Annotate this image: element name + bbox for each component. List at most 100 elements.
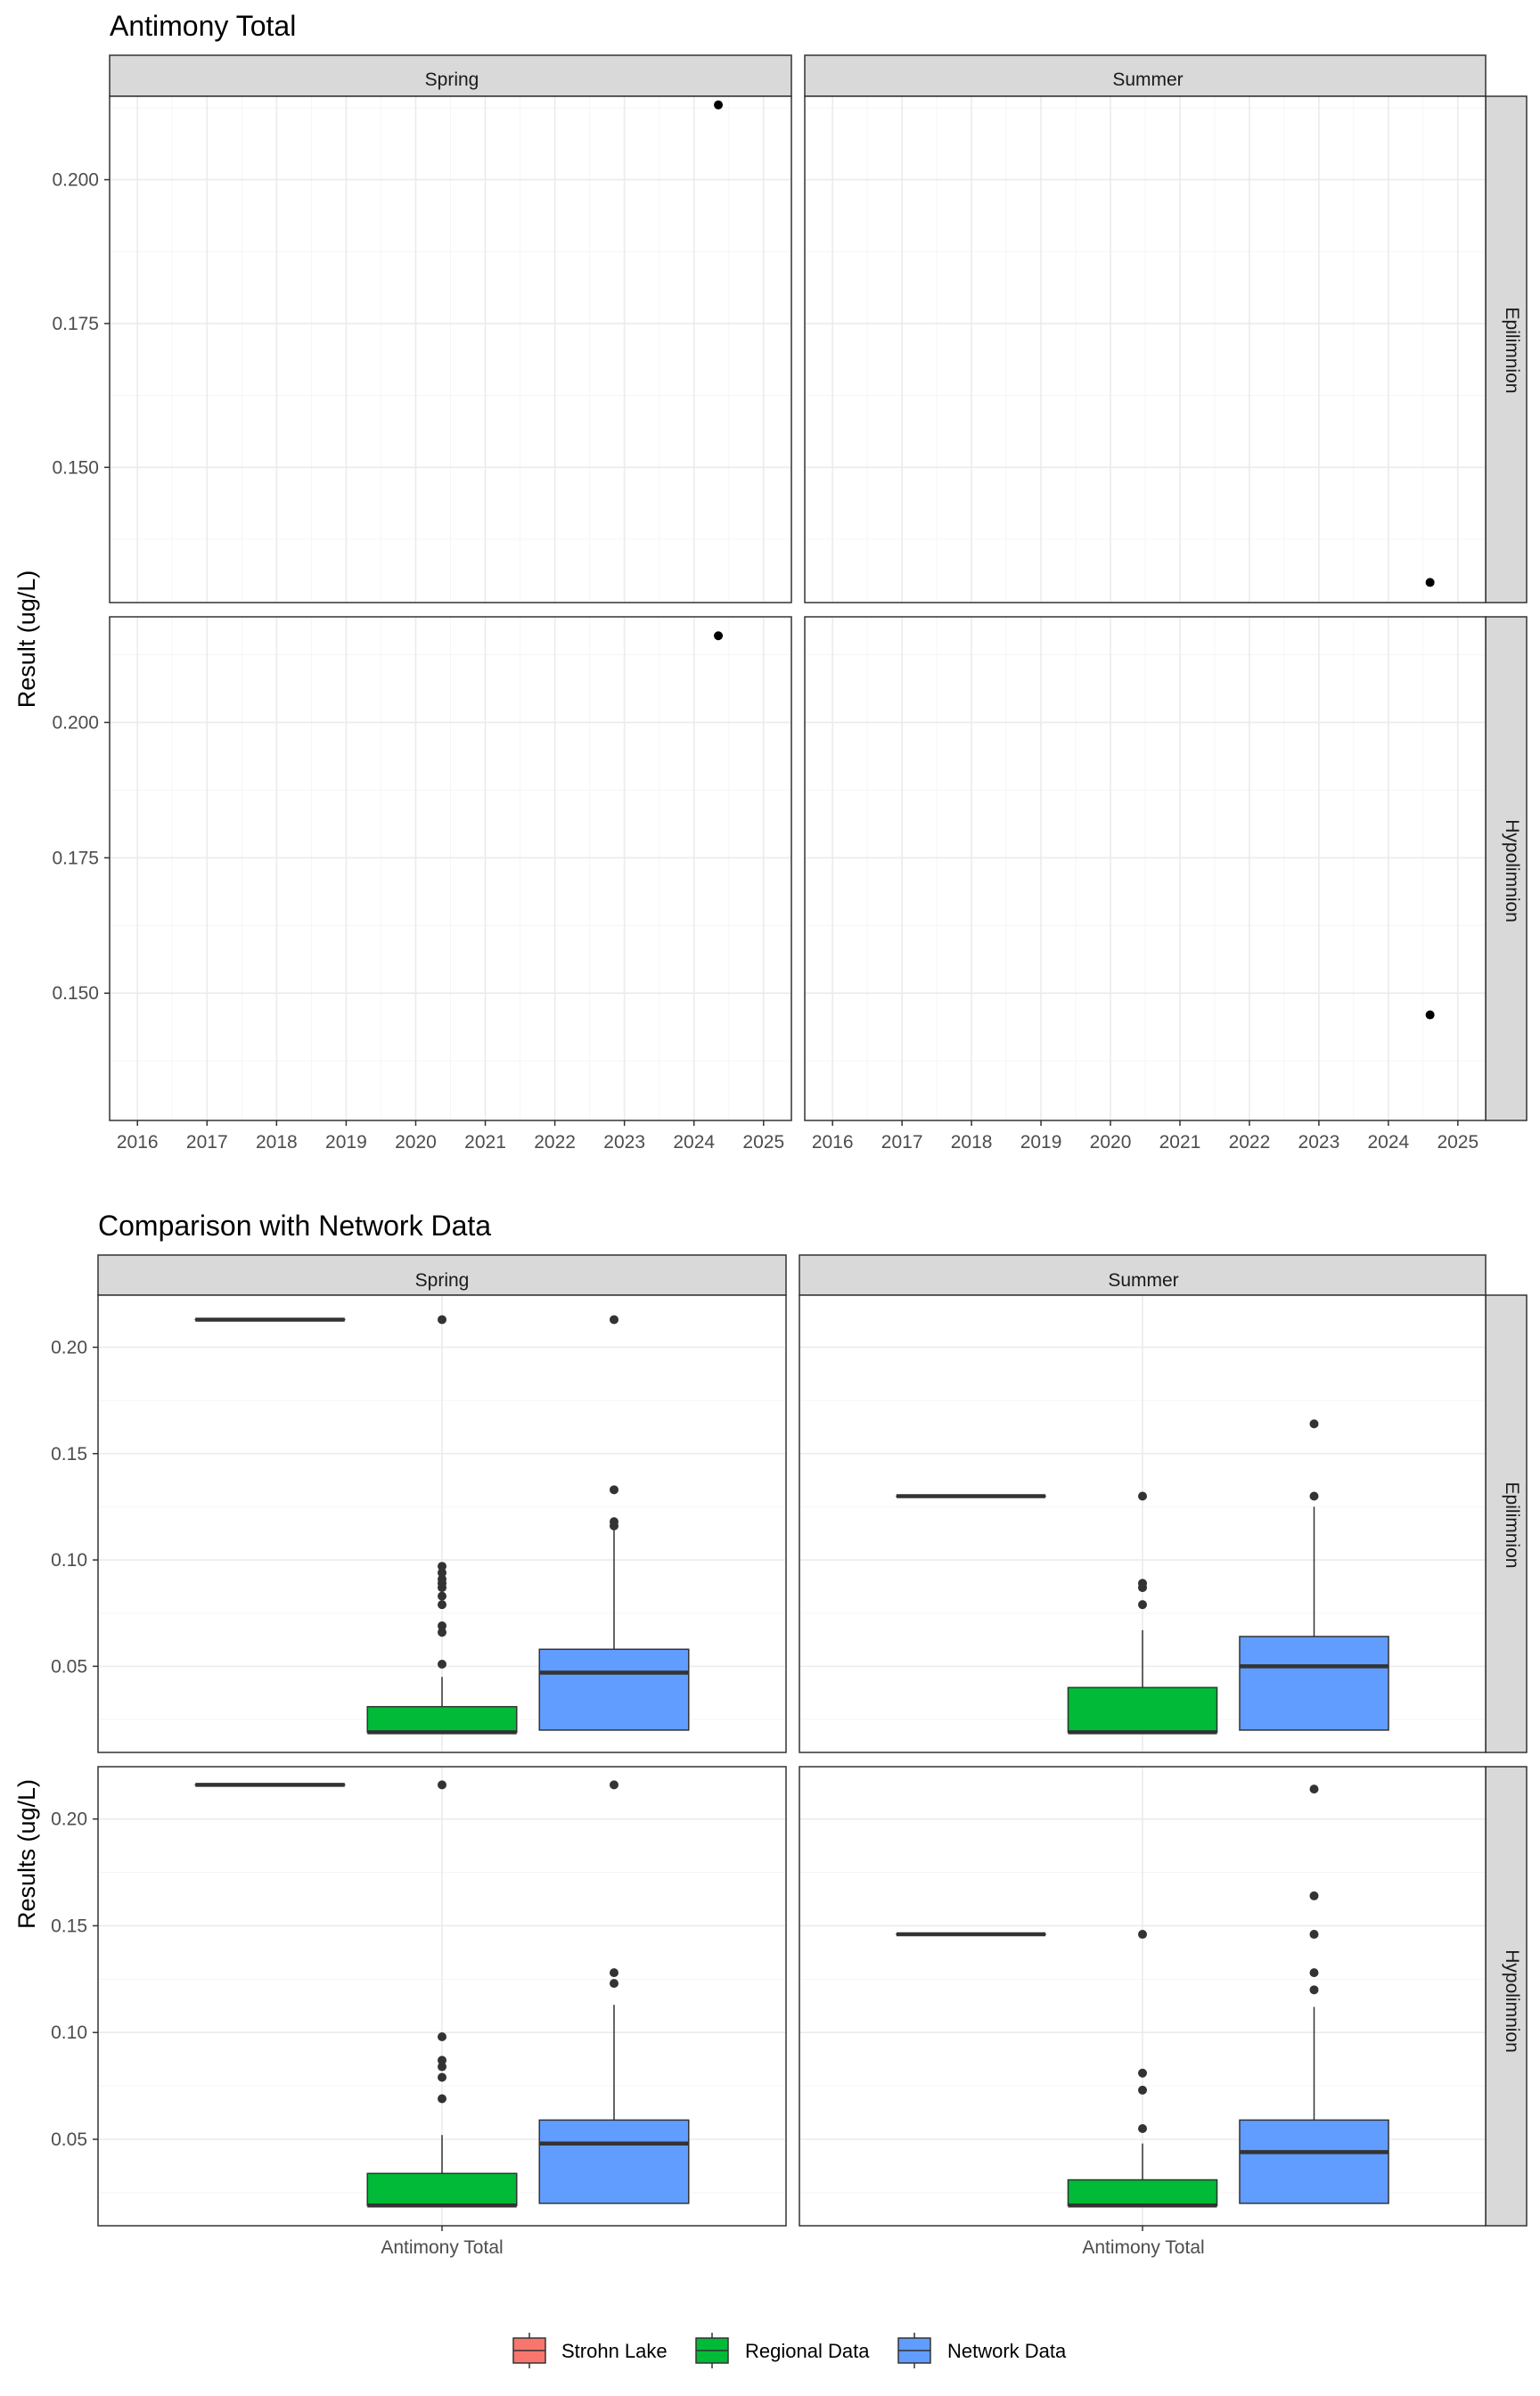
y-tick-label: 0.200 <box>52 712 99 733</box>
data-point <box>1425 578 1435 587</box>
y-tick-label: 0.15 <box>51 1444 87 1465</box>
outlier-point <box>1309 1491 1319 1501</box>
x-tick-label: 2018 <box>951 1132 993 1153</box>
strip-label-summer: Summer <box>1112 70 1183 90</box>
x-tick-label: 2016 <box>117 1132 159 1153</box>
outlier-point <box>438 2032 446 2042</box>
panel-border <box>804 95 1487 603</box>
outlier-point <box>1138 1600 1147 1610</box>
panel: 0.150 0.175 0.200 2016 2017 2018 2019 2020 2021 2… <box>52 616 792 1153</box>
x-tick-label: 2018 <box>256 1132 298 1153</box>
outlier-point <box>1309 1785 1319 1794</box>
y-tick-label: 0.150 <box>52 983 99 1004</box>
outlier-point <box>610 1979 618 1989</box>
box-body <box>1239 2119 1389 2204</box>
strip-label-epilimnion: Epilimnion <box>1502 1482 1522 1569</box>
box-network-data <box>1239 1419 1389 1731</box>
legend-key-regional-data <box>695 2333 729 2368</box>
x-tick-label: 2025 <box>742 1132 784 1153</box>
outlier-point <box>438 1621 446 1631</box>
y-tick-label: 0.10 <box>51 2023 87 2043</box>
box-network-data <box>538 1780 690 2204</box>
legend-key-network-data <box>897 2333 931 2368</box>
strip-label-summer: Summer <box>1108 1270 1178 1291</box>
chart1-title: Antimony Total <box>110 10 296 42</box>
strip-label-spring: Spring <box>415 1270 470 1291</box>
panel <box>804 95 1487 603</box>
box-regional-data <box>366 1315 518 1735</box>
x-tick-label: 2023 <box>603 1132 645 1153</box>
panel-border <box>109 95 792 603</box>
panel: 0.05 0.10 0.15 0.20 <box>51 1766 787 2231</box>
panel <box>799 1294 1487 1753</box>
x-tick-label: 2021 <box>464 1132 506 1153</box>
box-regional-data <box>366 1780 518 2208</box>
panel: 2016 2017 2018 2019 2020 2021 2022 2023 2024 2025 <box>804 616 1487 1153</box>
y-tick-label: 0.10 <box>51 1550 87 1571</box>
facet-strip <box>1485 95 1528 603</box>
outlier-point <box>438 2055 446 2065</box>
outlier-point <box>438 2094 446 2104</box>
outlier-point <box>438 1562 446 1571</box>
box-body <box>1239 1636 1389 1731</box>
panel-border <box>804 616 1487 1121</box>
box-body <box>538 2119 690 2204</box>
panel-border <box>109 616 792 1121</box>
outlier-point <box>1309 1985 1319 1995</box>
panel-border <box>799 1294 1487 1753</box>
box-body <box>538 1648 690 1731</box>
outlier-point <box>438 1591 446 1601</box>
x-tick-label: 2019 <box>325 1132 367 1153</box>
x-tick-label: 2019 <box>1020 1132 1062 1153</box>
x-tick-label: 2020 <box>1090 1132 1132 1153</box>
y-tick-label: 0.150 <box>52 457 99 478</box>
outlier-point <box>438 1659 446 1669</box>
outlier-point <box>1309 1891 1319 1900</box>
x-tick-label: 2023 <box>1298 1132 1340 1153</box>
box-regional-data <box>1067 1930 1218 2208</box>
x-tick-label: 2017 <box>881 1132 923 1153</box>
outlier-point <box>1309 1968 1319 1978</box>
x-tick-label: 2021 <box>1159 1132 1201 1153</box>
x-tick-label: 2025 <box>1437 1132 1479 1153</box>
y-tick-label: 0.175 <box>52 314 99 334</box>
box-body <box>1067 2179 1218 2206</box>
outlier-point <box>1309 1930 1319 1940</box>
outlier-point <box>1309 1419 1319 1429</box>
x-tick-label: 2016 <box>812 1132 854 1153</box>
y-tick-label: 0.05 <box>51 2129 87 2150</box>
outlier-point <box>438 1315 446 1325</box>
outlier-point <box>1138 1579 1147 1588</box>
outlier-point <box>438 1574 446 1584</box>
outlier-point <box>438 1568 446 1578</box>
outlier-point <box>438 2062 446 2072</box>
panel: 0.150 0.175 0.200 <box>52 95 792 603</box>
panel-border <box>97 1294 787 1753</box>
legend-key-strohn-lake <box>512 2333 546 2368</box>
outlier-point <box>1138 1491 1147 1501</box>
outlier-point <box>1138 1930 1147 1940</box>
strip-label-epilimnion: Epilimnion <box>1502 308 1522 394</box>
outlier-point <box>438 2072 446 2082</box>
strip-label-hypolimnion: Hypolimnion <box>1502 819 1522 923</box>
legend-label-strohn-lake: Strohn Lake <box>561 2340 668 2362</box>
outlier-point <box>610 1517 618 1527</box>
legend-label-network-data: Network Data <box>947 2340 1067 2362</box>
chart2-title: Comparison with Network Data <box>98 1210 491 1242</box>
y-tick-label: 0.20 <box>51 1337 87 1358</box>
data-point <box>1425 1010 1435 1020</box>
x-tick-label: 2024 <box>1367 1132 1409 1153</box>
outlier-point <box>610 1780 618 1790</box>
box-network-data <box>1239 1785 1389 2204</box>
facet-strip <box>109 54 792 97</box>
facet-strip <box>1485 616 1528 1121</box>
x-tick-label: 2024 <box>673 1132 715 1153</box>
data-point <box>714 100 724 110</box>
legend-label-regional-data: Regional Data <box>745 2340 870 2362</box>
facet-strip <box>1485 1766 1528 2227</box>
x-tick-label: 2017 <box>186 1132 228 1153</box>
x-tick-label: 2020 <box>395 1132 437 1153</box>
x-category-label: Antimony Total <box>381 2237 503 2258</box>
panel: 0.05 0.10 0.15 0.20 <box>51 1294 787 1753</box>
chart2-ylabel: Results (ug/L) <box>13 1779 40 1929</box>
